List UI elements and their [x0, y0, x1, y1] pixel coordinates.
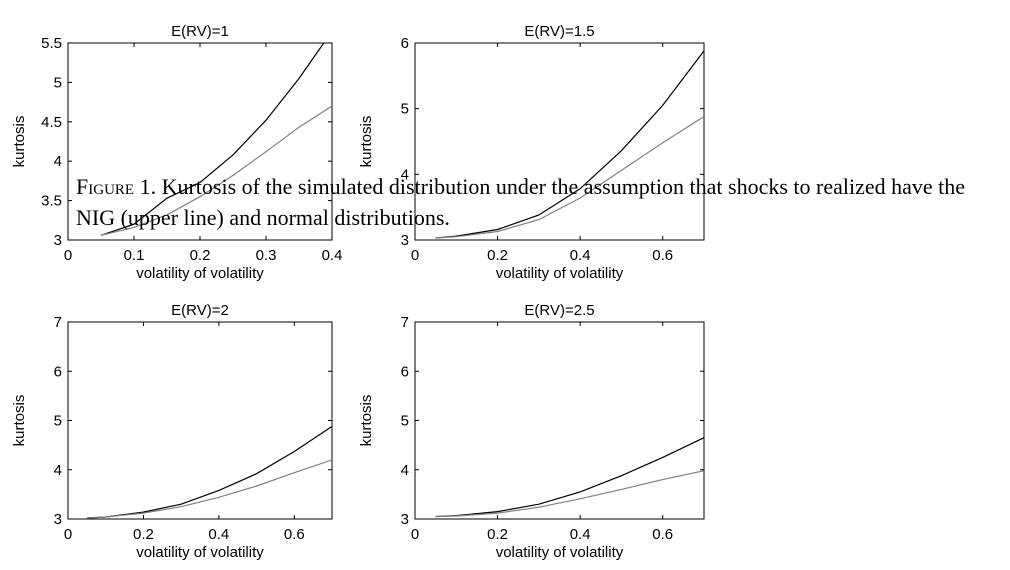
- x-tick-label: 0.1: [124, 247, 145, 264]
- x-tick-label: 0: [64, 526, 72, 543]
- series-line-lower: [100, 105, 332, 236]
- y-tick-label: 4: [401, 462, 409, 479]
- series-line-lower: [435, 470, 704, 518]
- y-tick-label: 5: [54, 74, 62, 91]
- x-tick-label: 0: [411, 247, 419, 264]
- y-tick-label: 4.5: [41, 114, 62, 131]
- panel-title: E(RV)=1.5: [524, 23, 594, 40]
- x-tick-label: 0.6: [652, 526, 673, 543]
- y-tick-label: 6: [401, 35, 409, 52]
- caption-text: Kurtosis of the simulated distribution u…: [76, 174, 966, 230]
- x-tick-label: 0.4: [208, 526, 229, 543]
- panel-title: E(RV)=1: [171, 23, 229, 40]
- panel-4: E(RV)=2.5 0 0.2 0.4 0.6 3 4 5 6 7 volatility of vo…: [358, 302, 705, 561]
- y-tick-label: 6: [54, 363, 62, 380]
- y-tick-label: 5.5: [41, 35, 62, 52]
- y-tick-label: 4: [54, 153, 62, 170]
- x-tick-label: 0.2: [133, 526, 154, 543]
- panel-title: E(RV)=2.5: [524, 302, 594, 319]
- y-axis-label: kurtosis: [358, 395, 375, 447]
- y-axis-label: kurtosis: [11, 116, 28, 168]
- y-tick-label: 3.5: [41, 193, 62, 210]
- y-axis-label: kurtosis: [358, 116, 375, 168]
- panel-1: E(RV)=1 0 0.1 0.2 0.3 0.4 3 3.5 4 4.5 5 5.5 volatili…: [11, 23, 342, 282]
- x-tick-label: 0.3: [256, 247, 277, 264]
- y-tick-label: 5: [401, 413, 409, 430]
- series-line-upper: [435, 437, 704, 518]
- y-tick-label: 3: [401, 232, 409, 249]
- x-axis-label: volatility of volatility: [496, 544, 624, 561]
- x-tick-label: 0.2: [487, 247, 508, 264]
- series-line-lower: [86, 459, 332, 519]
- y-axis-label: kurtosis: [11, 395, 28, 447]
- x-tick-label: 0.2: [487, 526, 508, 543]
- series-line-upper: [100, 43, 325, 236]
- figure-caption: Figure 1. Kurtosis of the simulated dist…: [76, 171, 996, 233]
- panel-2: E(RV)=1.5 0 0.2 0.4 0.6 3 4 5 6 volatility of vol…: [358, 23, 705, 282]
- y-tick-label: 3: [401, 511, 409, 528]
- y-tick-label: 7: [401, 314, 409, 331]
- x-tick-label: 0.6: [652, 247, 673, 264]
- x-tick-label: 0: [64, 247, 72, 264]
- y-tick-label: 3: [54, 232, 62, 249]
- y-tick-label: 7: [54, 314, 62, 331]
- axes-frame: [67, 321, 333, 520]
- x-tick-label: 0.4: [570, 247, 591, 264]
- y-tick-label: 4: [401, 166, 409, 183]
- panel-title: E(RV)=2: [171, 302, 229, 319]
- x-axis-label: volatility of volatility: [496, 265, 624, 282]
- series-line-upper: [435, 50, 704, 239]
- x-axis-label: volatility of volatility: [136, 544, 264, 561]
- x-tick-label: 0.2: [190, 247, 211, 264]
- series-line-lower: [435, 115, 704, 239]
- caption-lead: Figure 1.: [76, 174, 157, 199]
- y-tick-label: 5: [401, 101, 409, 118]
- x-tick-label: 0: [411, 526, 419, 543]
- x-tick-label: 0.6: [284, 526, 305, 543]
- x-tick-label: 0.4: [322, 247, 343, 264]
- x-axis-label: volatility of volatility: [136, 265, 264, 282]
- x-tick-label: 0.4: [570, 526, 591, 543]
- axes-frame: [414, 321, 705, 520]
- panel-3: E(RV)=2 0 0.2 0.4 0.6 3 4 5 6 7 volatility of vola…: [11, 302, 333, 561]
- axes-frame: [414, 42, 705, 241]
- y-tick-label: 5: [54, 413, 62, 430]
- y-tick-label: 4: [54, 462, 62, 479]
- y-tick-label: 3: [54, 511, 62, 528]
- y-tick-label: 6: [401, 363, 409, 380]
